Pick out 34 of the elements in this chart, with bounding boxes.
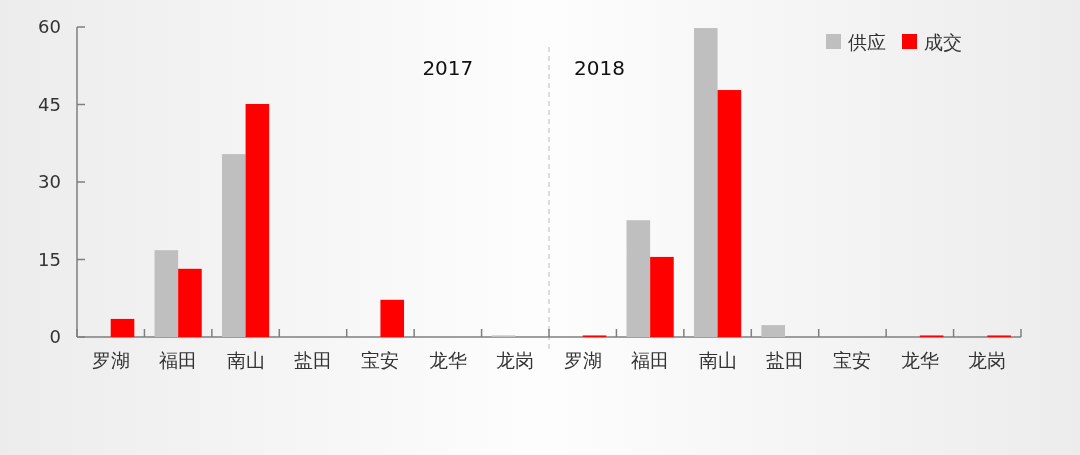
bar xyxy=(650,256,674,337)
x-tick-label: 盐田 xyxy=(766,349,804,371)
x-tick-label: 龙岗 xyxy=(496,349,535,371)
y-tick-label: 0 xyxy=(49,326,61,348)
bar xyxy=(693,28,718,337)
x-tick-label: 盐田 xyxy=(294,349,332,371)
bar xyxy=(761,325,785,337)
x-tick-label: 龙华 xyxy=(428,349,467,371)
y-tick-label: 15 xyxy=(38,248,61,270)
x-tick-label: 宝安 xyxy=(361,349,400,371)
legend-label: 成交 xyxy=(924,30,962,53)
x-tick-label: 罗湖 xyxy=(563,349,602,371)
y-tick-label: 30 xyxy=(38,171,61,193)
x-tick-label: 龙华 xyxy=(900,349,939,371)
x-tick-label: 龙岗 xyxy=(968,349,1007,371)
bar xyxy=(110,318,135,337)
y-tick-label: 60 xyxy=(38,16,61,38)
bar xyxy=(380,299,405,337)
legend-label: 供应 xyxy=(848,30,886,53)
x-tick-label: 南山 xyxy=(226,349,265,371)
y-tick-label: 45 xyxy=(38,93,61,115)
bar xyxy=(245,103,270,337)
x-tick-label: 罗湖 xyxy=(91,349,130,371)
x-tick-label: 南山 xyxy=(698,349,737,371)
bar xyxy=(626,220,651,337)
x-tick-label: 福田 xyxy=(159,349,198,371)
bar xyxy=(221,154,246,337)
x-tick-label: 福田 xyxy=(631,349,670,371)
bar xyxy=(154,250,179,337)
bar xyxy=(717,90,742,337)
annotation: 2018 xyxy=(574,56,626,80)
bar xyxy=(178,268,202,337)
annotation: 2017 xyxy=(422,56,474,80)
x-tick-label: 宝安 xyxy=(833,349,872,371)
